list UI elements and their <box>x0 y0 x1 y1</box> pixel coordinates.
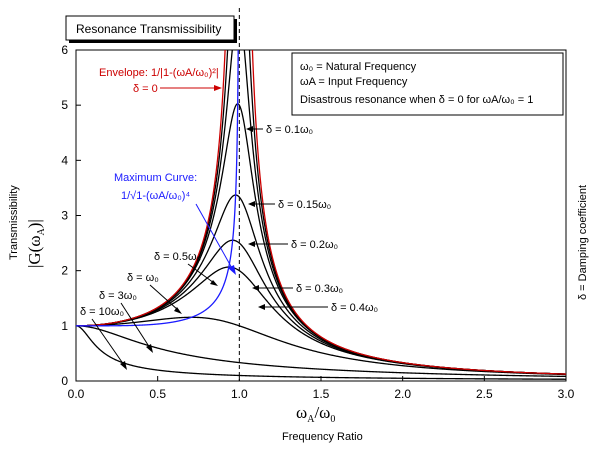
y-tick-label: 6 <box>61 43 68 57</box>
label-delta-0-2: δ = 0.2ω₀ <box>291 239 338 251</box>
envelope-curve-right <box>251 50 566 375</box>
legend-box: ω₀ = Natural Frequency ωA = Input Freque… <box>291 52 564 116</box>
x-axis-ticks: 0.0 0.5 1.0 1.5 2.0 2.5 3.0 <box>68 376 575 401</box>
label-delta-0-3: δ = 0.3ω₀ <box>296 283 343 295</box>
arrow-delta-1 <box>149 284 179 311</box>
x-tick-label: 1.5 <box>313 387 330 401</box>
envelope-arrowhead <box>214 85 222 91</box>
arrowhead-delta-10 <box>120 361 127 370</box>
svg-text:ωA/ω0: ωA/ω0 <box>296 403 335 425</box>
x-axis-title: ωA/ω0 Frequency Ratio <box>282 403 363 443</box>
x-tick-label: 2.5 <box>476 387 493 401</box>
label-delta-0-4: δ = 0.4ω₀ <box>331 302 378 314</box>
maximum-curve <box>76 50 239 327</box>
arrow-delta-0-5 <box>187 263 215 284</box>
x-axis-caption: Frequency Ratio <box>282 431 363 443</box>
arrowhead-delta-0-2 <box>248 241 255 247</box>
arrowhead-delta-3 <box>146 344 153 353</box>
x-tick-label: 1.0 <box>231 387 248 401</box>
y-tick-label: 1 <box>61 319 68 333</box>
arrowhead-delta-0-3 <box>252 285 259 291</box>
y-tick-label: 2 <box>61 264 68 278</box>
label-delta-3: δ = 3ω₀ <box>99 290 137 302</box>
x-title-omega: ω <box>296 403 307 422</box>
legend-line-disastrous: Disastrous resonance when δ = 0 for ωA/ω… <box>300 94 533 106</box>
label-delta-0-1: δ = 0.1ω₀ <box>266 124 313 136</box>
legend-line-input: ωA = Input Frequency <box>300 76 408 88</box>
label-delta-0-15: δ = 0.15ω₀ <box>278 199 331 211</box>
x-title-slash: /ω <box>314 403 330 422</box>
damped-curve-6 <box>76 316 566 376</box>
max-curve-formula: 1/√1-(ωA/ω₀)⁴ <box>121 190 190 202</box>
damped-curve-8 <box>76 325 566 380</box>
arrow-delta-3 <box>120 302 151 349</box>
curves-layer <box>76 50 566 380</box>
y-tick-label: 0 <box>61 374 68 388</box>
arrow-delta-10 <box>91 318 125 366</box>
arrowhead-delta-1 <box>174 307 182 314</box>
y-axis-ticks: 0 1 2 3 4 5 6 <box>61 43 81 388</box>
arrowhead-delta-0-4 <box>258 304 265 310</box>
y-title-sub: A <box>36 227 47 235</box>
envelope-delta-label: δ = 0 <box>133 83 158 95</box>
y-tick-label: 5 <box>61 98 68 112</box>
max-curve-arrowhead <box>228 265 236 275</box>
arrowhead-delta-0-15 <box>248 201 255 207</box>
damping-coefficient-label: δ = Damping coefficient <box>577 185 589 300</box>
x-tick-label: 0.0 <box>68 387 85 401</box>
x-tick-label: 3.0 <box>558 387 575 401</box>
legend-line-natural: ω₀ = Natural Frequency <box>300 61 417 73</box>
x-title-sub-0: 0 <box>330 414 335 425</box>
x-tick-label: 0.5 <box>149 387 166 401</box>
x-tick-label: 2.0 <box>394 387 411 401</box>
chart-title: Resonance Transmissibility <box>76 22 221 36</box>
label-delta-0-5: δ = 0.5ω₀ <box>154 251 201 263</box>
x-title-sub-a: A <box>307 414 315 425</box>
max-curve-arrow <box>195 203 234 271</box>
y-title-main: |G(ω <box>25 235 44 268</box>
envelope-curve <box>76 50 226 327</box>
label-delta-1: δ = ω₀ <box>127 272 159 284</box>
y-tick-label: 3 <box>61 209 68 223</box>
chart-title-box: Resonance Transmissibility <box>65 15 237 43</box>
envelope-label: Envelope: 1/|1-(ωA/ω₀)²| <box>99 67 219 79</box>
arrowhead-delta-0-1 <box>246 126 253 132</box>
y-axis-title: Transmissibility |G(ωA)| <box>8 185 47 268</box>
arrowhead-delta-0-5 <box>210 280 218 286</box>
y-title-close: )| <box>25 219 44 228</box>
label-delta-10: δ = 10ω₀ <box>80 306 124 318</box>
damped-curve-7 <box>76 325 566 378</box>
y-tick-label: 4 <box>61 153 68 167</box>
max-curve-label: Maximum Curve: <box>114 172 197 184</box>
y-axis-caption: Transmissibility <box>8 185 20 260</box>
svg-text:|G(ωA)|: |G(ωA)| <box>25 219 47 268</box>
